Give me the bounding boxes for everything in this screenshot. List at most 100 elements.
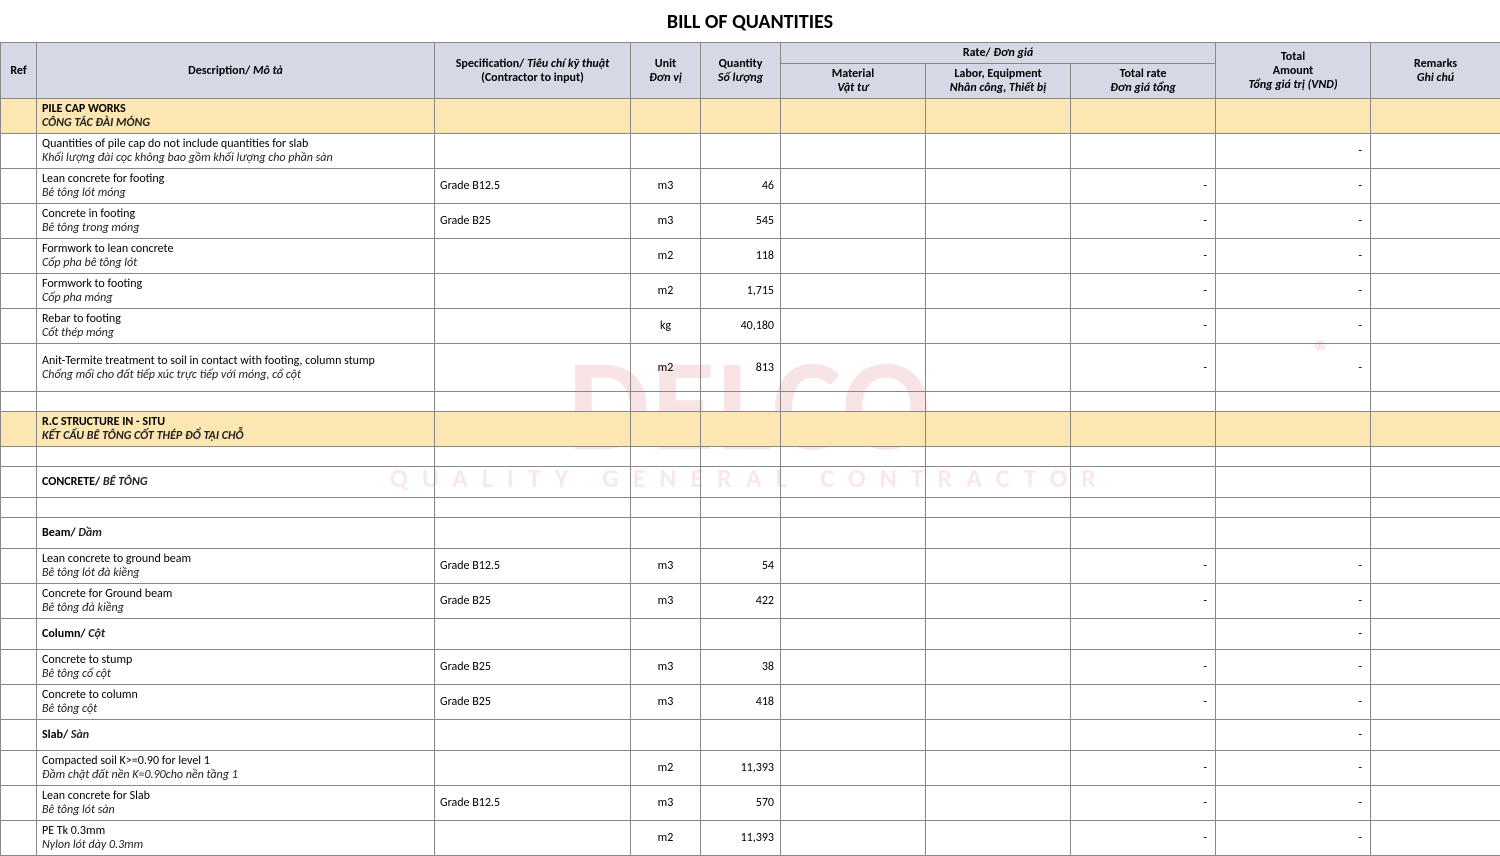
table-header: Ref Description/ Mô tả Specification/ Ti… <box>1 43 1500 99</box>
page-title: BILL OF QUANTITIES <box>0 0 1500 42</box>
desc-en: Column/ Cột <box>42 627 429 641</box>
table-row <box>1 447 1500 467</box>
cell-labor <box>926 685 1071 720</box>
cell-material <box>781 584 926 619</box>
cell-rate: - <box>1071 685 1216 720</box>
desc-vn: Đầm chặt đất nền K=0.90cho nền tầng 1 <box>42 768 429 782</box>
cell-total: - <box>1216 619 1371 650</box>
cell-rate <box>1071 467 1216 498</box>
cell-remarks <box>1371 650 1500 685</box>
cell-labor <box>926 786 1071 821</box>
cell-material <box>781 412 926 447</box>
cell-qty: 38 <box>701 650 781 685</box>
cell-total: - <box>1216 309 1371 344</box>
table-row: Concrete for Ground beamBê tông đà kiềng… <box>1 584 1500 619</box>
cell-description: Concrete for Ground beamBê tông đà kiềng <box>37 584 435 619</box>
cell-unit: m3 <box>631 650 701 685</box>
cell-labor <box>926 412 1071 447</box>
cell-spec: Grade B12.5 <box>435 549 631 584</box>
cell-labor <box>926 751 1071 786</box>
cell-material <box>781 549 926 584</box>
cell-remarks <box>1371 467 1500 498</box>
cell-material <box>781 169 926 204</box>
cell-total: - <box>1216 549 1371 584</box>
cell-qty: 11,393 <box>701 751 781 786</box>
boq-table: Ref Description/ Mô tả Specification/ Ti… <box>0 42 1500 856</box>
desc-vn: Bê tông lót sàn <box>42 803 429 817</box>
cell-qty: 11,393 <box>701 821 781 856</box>
cell-qty <box>701 467 781 498</box>
cell-remarks <box>1371 619 1500 650</box>
cell-rate: - <box>1071 786 1216 821</box>
cell-spec <box>435 821 631 856</box>
cell-unit: m3 <box>631 786 701 821</box>
cell-unit: m2 <box>631 821 701 856</box>
cell-total: - <box>1216 204 1371 239</box>
desc-en: Formwork to footing <box>42 277 429 291</box>
cell-total: - <box>1216 584 1371 619</box>
desc-vn: Bê tông trong móng <box>42 221 429 235</box>
cell-spec: Grade B25 <box>435 204 631 239</box>
cell-rate <box>1071 99 1216 134</box>
desc-vn: KẾT CẤU BÊ TÔNG CỐT THÉP ĐỔ TẠI CHỖ <box>42 429 429 443</box>
cell-description: Lean concrete to ground beamBê tông lót … <box>37 549 435 584</box>
cell-description: Concrete to columnBê tông cột <box>37 685 435 720</box>
cell-remarks <box>1371 169 1500 204</box>
table-row: Concrete in footingBê tông trong móngGra… <box>1 204 1500 239</box>
cell-total: - <box>1216 720 1371 751</box>
table-row: PILE CAP WORKSCÔNG TÁC ĐÀI MÓNG <box>1 99 1500 134</box>
cell-material <box>781 204 926 239</box>
cell-qty: 118 <box>701 239 781 274</box>
cell-spec <box>435 467 631 498</box>
cell-remarks <box>1371 239 1500 274</box>
cell-ref <box>1 751 37 786</box>
cell-material <box>781 99 926 134</box>
cell-material <box>781 619 926 650</box>
cell-qty: 545 <box>701 204 781 239</box>
cell-qty: 46 <box>701 169 781 204</box>
hdr-totalrate: Total rateĐơn giá tổng <box>1071 64 1216 99</box>
cell-labor <box>926 134 1071 169</box>
cell-unit <box>631 412 701 447</box>
cell-total <box>1216 99 1371 134</box>
cell-rate: - <box>1071 751 1216 786</box>
cell-material <box>781 467 926 498</box>
cell-unit <box>631 518 701 549</box>
cell-remarks <box>1371 412 1500 447</box>
cell-labor <box>926 650 1071 685</box>
cell-total: - <box>1216 751 1371 786</box>
cell-description: Lean concrete for footingBê tông lót món… <box>37 169 435 204</box>
cell-qty <box>701 99 781 134</box>
cell-spec: Grade B25 <box>435 650 631 685</box>
desc-vn: Bê tông lót đà kiềng <box>42 566 429 580</box>
cell-total: - <box>1216 650 1371 685</box>
cell-spec <box>435 344 631 392</box>
cell-description: Compacted soil K>=0.90 for level 1Đầm ch… <box>37 751 435 786</box>
desc-en: Lean concrete for Slab <box>42 789 429 803</box>
table-row: Rebar to footingCốt thép móngkg40,180-- <box>1 309 1500 344</box>
cell-spec <box>435 619 631 650</box>
cell-ref <box>1 239 37 274</box>
cell-rate: - <box>1071 584 1216 619</box>
cell-labor <box>926 204 1071 239</box>
cell-remarks <box>1371 99 1500 134</box>
cell-material <box>781 134 926 169</box>
table-row: CONCRETE/ BÊ TÔNG <box>1 467 1500 498</box>
cell-total: - <box>1216 786 1371 821</box>
cell-description: R.C STRUCTURE IN - SITUKẾT CẤU BÊ TÔNG C… <box>37 412 435 447</box>
table-row: Concrete to stumpBê tông cổ cộtGrade B25… <box>1 650 1500 685</box>
cell-rate <box>1071 134 1216 169</box>
cell-rate <box>1071 720 1216 751</box>
cell-labor <box>926 274 1071 309</box>
desc-vn: Sàn <box>71 728 89 742</box>
cell-description: Anit-Termite treatment to soil in contac… <box>37 344 435 392</box>
cell-spec <box>435 239 631 274</box>
cell-unit: m3 <box>631 204 701 239</box>
cell-remarks <box>1371 584 1500 619</box>
cell-remarks <box>1371 821 1500 856</box>
cell-ref <box>1 720 37 751</box>
table-row: Beam/ Dầm <box>1 518 1500 549</box>
desc-vn: Nylon lót dày 0.3mm <box>42 838 429 852</box>
table-row: Concrete to columnBê tông cộtGrade B25m3… <box>1 685 1500 720</box>
desc-en: CONCRETE/ BÊ TÔNG <box>42 475 429 489</box>
